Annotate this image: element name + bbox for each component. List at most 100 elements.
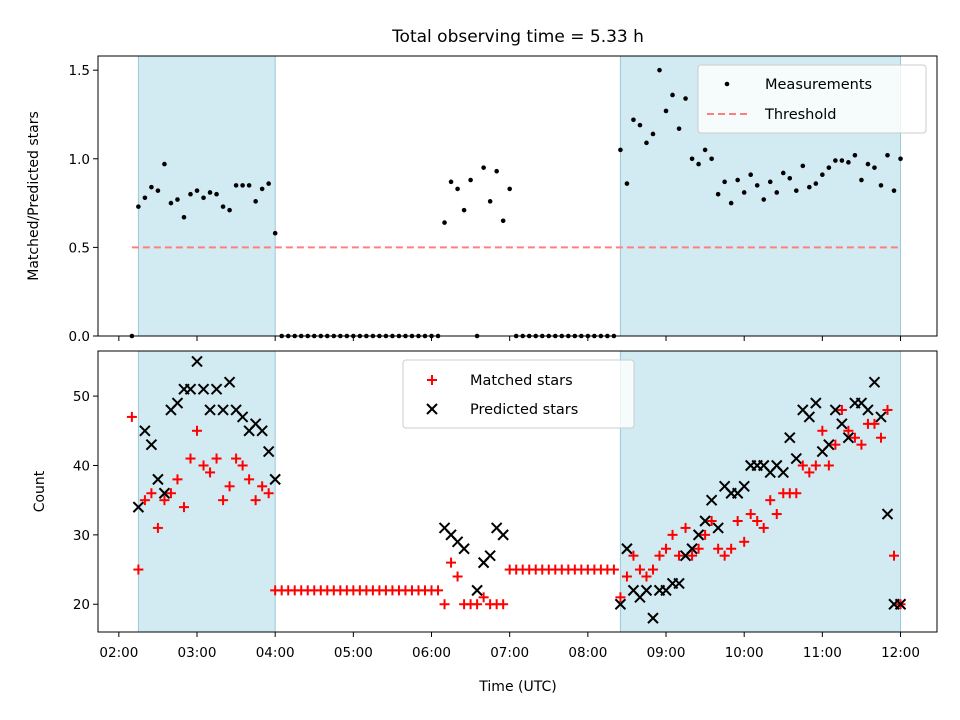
measurement-point [689,156,695,162]
measurement-point [240,183,245,188]
measurement-point [207,190,213,195]
measurement-point [142,195,148,201]
predicted-stars-point [132,501,145,513]
predicted-stars-point [692,529,705,541]
measurement-point [201,195,206,201]
bottom-count-points [126,355,907,624]
x-tick-label: 07:00 [490,645,529,661]
matched-stars-point [192,425,203,436]
measurement-point [683,96,688,101]
x-tick-label: 09:00 [647,645,686,661]
measurement-point [233,183,239,188]
predicted-stars-point [803,411,816,423]
matched-stars-point [139,495,150,506]
measurement-point [188,191,193,197]
measurement-point [266,181,271,186]
matched-stars-point [165,488,176,499]
measurement-point [754,183,760,188]
measurement-point [885,152,890,158]
matched-stars-point [439,599,450,610]
matched-stars-point [634,564,645,575]
x-tick-label: 10:00 [725,645,764,661]
top-y-axis-label: Matched/Predicted stars [26,111,42,281]
predicted-stars-point [862,404,874,416]
matched-stars-point [882,404,893,415]
measurement-point [448,179,454,185]
matched-stars-point [641,571,652,582]
predicted-stars-point [614,598,627,610]
measurement-point [722,179,727,185]
y-tick-label: 30 [73,528,90,544]
predicted-stars-point [191,355,203,368]
y-tick-label: 1.5 [69,63,90,79]
measurement-point [715,191,721,197]
top-legend: Measurements Threshold [697,64,927,134]
predicted-stars-point [269,473,281,486]
legend-matched-label: Matched stars [470,373,573,389]
matched-stars-point [667,529,678,540]
measurement-point [787,175,793,181]
measurement-point [859,177,864,183]
matched-stars-point [152,522,163,533]
measurement-point [481,165,486,170]
measurement-point [181,214,187,220]
x-tick-label: 03:00 [178,645,217,661]
measurement-point [852,152,858,158]
measurement-point [637,122,643,128]
predicted-stars-point [712,522,724,534]
predicted-stars-point [894,598,907,610]
predicted-stars-point [823,438,835,451]
measurement-point [807,184,812,190]
matched-stars-point [478,592,489,603]
matched-stars-point [218,495,229,506]
measurement-point [663,108,669,114]
predicted-stars-point [673,577,685,590]
measurement-point [813,181,819,186]
bottom-y-ticks: 20 30 40 50 [73,389,98,613]
predicted-stars-point [705,494,718,506]
matched-stars-point [765,495,776,506]
matched-stars-point [680,522,691,533]
predicted-stars-point [256,425,268,437]
measurement-point [833,158,838,163]
predicted-stars-point [217,404,229,416]
predicted-stars-point [829,404,842,416]
matched-stars-point [250,495,261,506]
matched-stars-point [178,502,189,513]
matched-stars-point [654,550,665,561]
matched-stars-point [817,425,828,436]
bottom-axes-frame [97,350,938,633]
measurement-point [618,147,623,153]
matched-stars-point [446,557,457,568]
predicted-stars-point [197,383,210,395]
shaded-interval [137,55,276,337]
matched-stars-point [843,425,854,436]
predicted-stars-point [640,584,653,597]
measurement-point [455,186,460,192]
measurement-point [709,156,714,162]
matched-stars-point [693,543,704,554]
predicted-stars-point [210,383,223,395]
matched-stars-point [498,599,509,610]
predicted-stars-point [145,438,158,451]
measurement-point [891,188,897,193]
measurement-point [624,181,630,186]
measurement-point [631,117,636,123]
legend-box [402,359,635,429]
measurement-point [741,190,747,195]
predicted-stars-point [868,376,881,388]
measurement-point [728,200,734,206]
legend-measurements-label: Measurements [765,77,872,93]
y-tick-label: 40 [73,458,90,474]
matched-stars-point [224,481,235,492]
y-tick-label: 20 [73,597,90,613]
measurement-point [162,161,167,167]
measurement-point [272,230,278,236]
predicted-stars-point [881,508,894,520]
matched-stars-point [621,571,632,582]
predicted-stars-point [204,404,216,416]
matched-stars-point [797,460,808,471]
measurement-point [846,160,851,165]
matched-stars-point [608,564,619,575]
